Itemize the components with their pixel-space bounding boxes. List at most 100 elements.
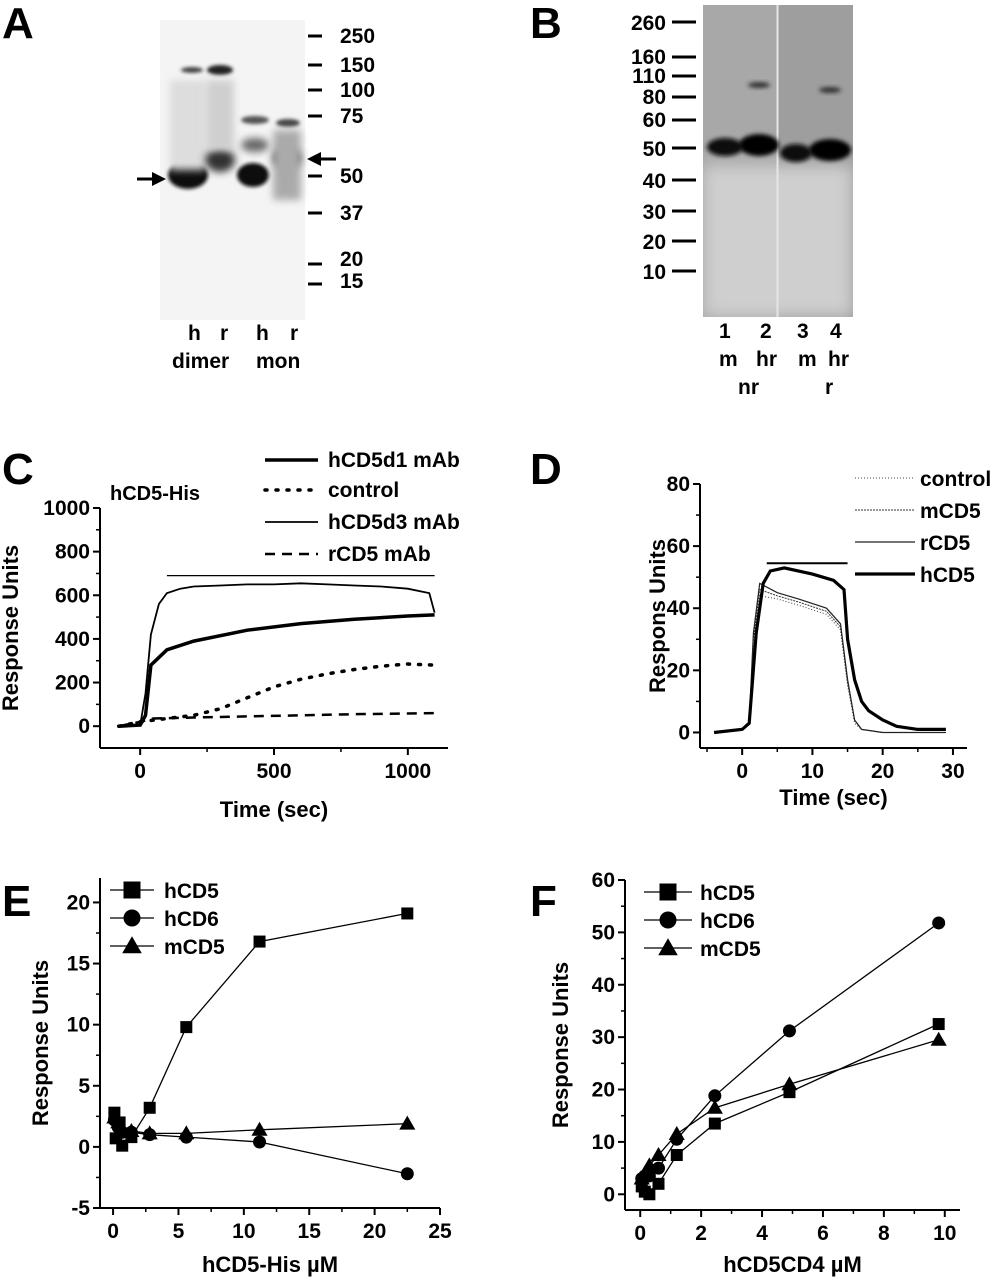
panel-letter-d: D xyxy=(530,445,562,494)
chart-f-point-3 xyxy=(636,1165,653,1180)
chart-c-y-tick-label: 600 xyxy=(55,584,90,607)
chart-c-y-tick-label: 200 xyxy=(55,672,90,695)
arrow-right-icon xyxy=(137,172,166,186)
chart-e-legend-label-2: hCD6 xyxy=(164,908,219,931)
panel-letter-e: E xyxy=(2,877,32,926)
chart-f-point-3 xyxy=(668,1125,685,1140)
chart-d-x-tick-label: 20 xyxy=(871,760,894,783)
lane-number-b-4: 4 xyxy=(830,320,842,343)
chart-c-legend-label-1: hCD5d1 mAb xyxy=(328,449,460,472)
chart-e-x-tick-label: 5 xyxy=(173,1220,185,1243)
chart-c-legend-label-4: rCD5 mAb xyxy=(328,543,431,566)
chart-f-point-1 xyxy=(670,1149,683,1161)
lane-number-b-1: 1 xyxy=(719,320,731,343)
lane-label-a-1: h xyxy=(188,322,201,345)
chart-f-x-tick-label: 2 xyxy=(695,1222,707,1245)
chart-d-y-tick-label: 40 xyxy=(667,597,690,620)
chart-f-legend-label-3: mCD5 xyxy=(700,938,761,961)
lane-label-a-2: r xyxy=(220,322,228,345)
chart-e-legend-marker-2 xyxy=(123,909,141,927)
chart-f: 0 2 4 6 8 10 0 10 20 30 40 50 60 hCD5CD4 µM Response U… xyxy=(548,869,960,1277)
marker-a-75: 75 xyxy=(340,105,364,128)
chart-d-y-tick-label: 80 xyxy=(667,473,690,496)
marker-a-100: 100 xyxy=(340,79,375,102)
chart-c-inset-label: hCD5-His xyxy=(110,483,200,505)
chart-f-series-line-1 xyxy=(641,1023,939,1196)
lane-species-b-4: hr xyxy=(828,348,849,371)
chart-f-point-2 xyxy=(932,916,946,930)
chart-c-x-tick-label: 0 xyxy=(134,760,146,783)
chart-e-legend-label-3: mCD5 xyxy=(164,936,225,959)
gel-image-b xyxy=(703,5,853,317)
chart-d-y-tick-label: 60 xyxy=(667,535,690,558)
marker-a-20: 20 xyxy=(340,248,363,271)
chart-f-x-tick-label: 8 xyxy=(878,1222,890,1245)
chart-d-series-line-4 xyxy=(713,566,946,735)
chart-e-legend-marker-1 xyxy=(123,881,141,899)
chart-e-point-1 xyxy=(143,1101,156,1114)
chart-f-point-1 xyxy=(652,1177,665,1190)
chart-e-point-1 xyxy=(116,1139,129,1152)
chart-e-point-3 xyxy=(399,1115,416,1130)
chart-f-y-tick-label: 50 xyxy=(592,921,615,944)
chart-e-x-tick-label: 10 xyxy=(232,1220,255,1243)
marker-b-50: 50 xyxy=(643,138,666,161)
panel-letter-c: C xyxy=(2,445,34,494)
chart-f-x-tick-label: 0 xyxy=(634,1222,646,1245)
chart-f-y-tick-label: 10 xyxy=(592,1131,615,1154)
lane-species-b-2: hr xyxy=(756,348,777,371)
chart-d-legend-label-1: control xyxy=(920,468,991,491)
lane-number-b-3: 3 xyxy=(797,320,809,343)
marker-b-60: 60 xyxy=(643,109,666,132)
chart-f-y-tick-label: 20 xyxy=(592,1079,615,1102)
group-label-dimer: dimer xyxy=(172,350,229,373)
chart-e-legend-label-1: hCD5 xyxy=(164,880,219,903)
chart-c-x-axis-label: Time (sec) xyxy=(220,797,328,822)
chart-f-point-3 xyxy=(641,1157,658,1172)
chart-e-point-3 xyxy=(178,1125,195,1140)
chart-c-y-axis-label: Response Units xyxy=(0,545,23,711)
chart-e-point-2 xyxy=(253,1135,267,1149)
chart-d-x-axis-label: Time (sec) xyxy=(779,785,887,810)
chart-e-series-line-1 xyxy=(113,912,408,1148)
chart-f-legend-marker-1 xyxy=(659,883,677,901)
chart-f-y-tick-label: 30 xyxy=(592,1026,615,1049)
chart-e-point-1 xyxy=(401,907,414,920)
marker-b-30: 30 xyxy=(643,201,666,224)
chart-f-y-tick-label: 40 xyxy=(592,974,615,997)
chart-f-legend-label-1: hCD5 xyxy=(700,882,755,905)
chart-e-point-2 xyxy=(400,1167,414,1181)
chart-f-point-3 xyxy=(781,1076,798,1091)
chart-e-legend-marker-3 xyxy=(122,936,142,954)
chart-e-x-tick-label: 25 xyxy=(428,1220,452,1243)
chart-d-series-line-2 xyxy=(714,588,946,733)
chart-f-y-tick-label: 60 xyxy=(592,869,615,892)
chart-f-point-1 xyxy=(932,1018,945,1031)
chart-f-point-1 xyxy=(643,1188,656,1201)
marker-b-10: 10 xyxy=(643,261,666,284)
chart-e: 0 5 10 15 20 25 -5 0 5 10 15 20 hCD5-His µM Response … xyxy=(28,878,452,1277)
chart-f-x-tick-label: 10 xyxy=(933,1222,956,1245)
gel-b-annotations: 260 160 110 80 60 50 40 30 20 10 1 2 3 4… xyxy=(631,12,849,399)
chart-d-x-tick-label: 30 xyxy=(941,760,964,783)
chart-c-series-line-4 xyxy=(118,711,435,728)
chart-d-x-tick-label: 10 xyxy=(801,760,824,783)
chart-f-y-tick-label: 0 xyxy=(603,1183,615,1206)
chart-c-y-tick-label: 0 xyxy=(78,715,90,738)
chart-c-y-tick-label: 400 xyxy=(55,628,90,651)
chart-f-x-axis-label: hCD5CD4 µM xyxy=(723,1252,862,1277)
chart-f-series-line-2 xyxy=(641,922,940,1180)
chart-f-point-3 xyxy=(650,1146,667,1161)
chart-c-y-tick-label: 1000 xyxy=(43,497,90,520)
chart-d: 0 10 20 30 0 20 40 60 80 Time (sec) Respons Units c… xyxy=(645,468,991,810)
chart-c-series-line-3 xyxy=(118,582,436,728)
chart-e-y-tick-label: 0 xyxy=(78,1136,90,1159)
group-label-mon: mon xyxy=(256,350,300,373)
chart-c-series-line-1 xyxy=(118,613,435,728)
chart-f-point-3 xyxy=(930,1031,947,1046)
chart-e-x-tick-label: 20 xyxy=(363,1220,386,1243)
marker-a-15: 15 xyxy=(340,270,364,293)
chart-e-x-tick-label: 15 xyxy=(298,1220,322,1243)
lane-species-b-3: m xyxy=(798,348,817,371)
chart-e-point-3 xyxy=(123,1122,140,1137)
